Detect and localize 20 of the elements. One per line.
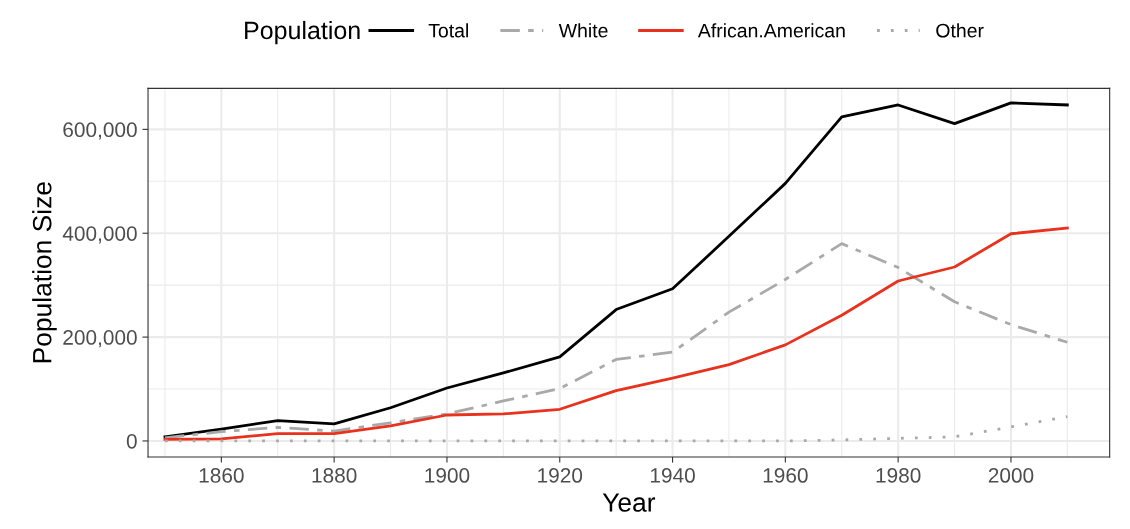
y-axis-title: Population Size — [32, 182, 57, 363]
x-tick-label: 1920 — [538, 468, 583, 483]
legend-title: Population — [245, 20, 360, 45]
line-series — [163, 101, 1069, 439]
legend-label: African.American — [697, 23, 845, 38]
x-axis-title: Year — [602, 493, 656, 512]
y-tick-label: 0 — [126, 433, 137, 449]
x-tick-label: 1980 — [876, 468, 921, 483]
y-tick-label: 600,000 — [63, 122, 137, 140]
x-tick-label: 1880 — [312, 468, 357, 483]
legend-label: White — [558, 23, 608, 38]
legend-label: Other — [936, 23, 984, 38]
y-tick-label: 400,000 — [62, 226, 137, 244]
legend-label: Total — [428, 23, 468, 38]
x-tick-label: 1960 — [763, 468, 808, 483]
x-tick-label: 2000 — [988, 468, 1034, 483]
x-tick-label: 1860 — [199, 468, 244, 483]
y-tick-label: 200,000 — [63, 330, 137, 348]
x-tick-label: 1940 — [650, 468, 695, 483]
x-tick-label: 1900 — [425, 468, 470, 483]
